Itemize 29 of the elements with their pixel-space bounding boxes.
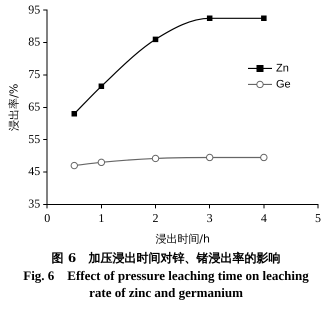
y-tick-label: 35 (28, 196, 40, 211)
point (152, 36, 158, 42)
y-tick-label: 95 (28, 2, 40, 16)
y-tick-label: 65 (28, 99, 40, 114)
y-tick-label: 85 (28, 34, 40, 49)
point (72, 111, 78, 117)
x-tick-label: 0 (44, 210, 50, 225)
point (98, 84, 104, 90)
point (206, 16, 212, 22)
text: 图 6 加压浸出时间对锌、锗浸出率的影响 (50, 250, 282, 267)
point (206, 154, 214, 162)
point (152, 154, 160, 162)
x-tick-label: 2 (152, 210, 159, 225)
point (260, 154, 268, 162)
y-tick-label: 55 (28, 132, 40, 146)
y-axis-title: 浸出率/% (7, 84, 20, 131)
legend-label: Ge (276, 78, 291, 90)
point (261, 16, 267, 22)
text: Fig. 6 Effect of pressure leaching time on leaching rate of zinc and germanium (22, 267, 310, 301)
x-axis-title: 浸出时间/h (155, 232, 210, 246)
x-tick-label: 1 (98, 210, 104, 225)
x-tick-label: 4 (260, 210, 267, 225)
y-tick-label: 75 (28, 67, 40, 82)
y-tick-label: 45 (28, 164, 40, 178)
point (70, 162, 78, 170)
point (98, 158, 106, 166)
x-tick-label: 3 (206, 210, 213, 225)
x-tick-label: 5 (315, 210, 321, 225)
legend-label: Zn (276, 62, 289, 74)
